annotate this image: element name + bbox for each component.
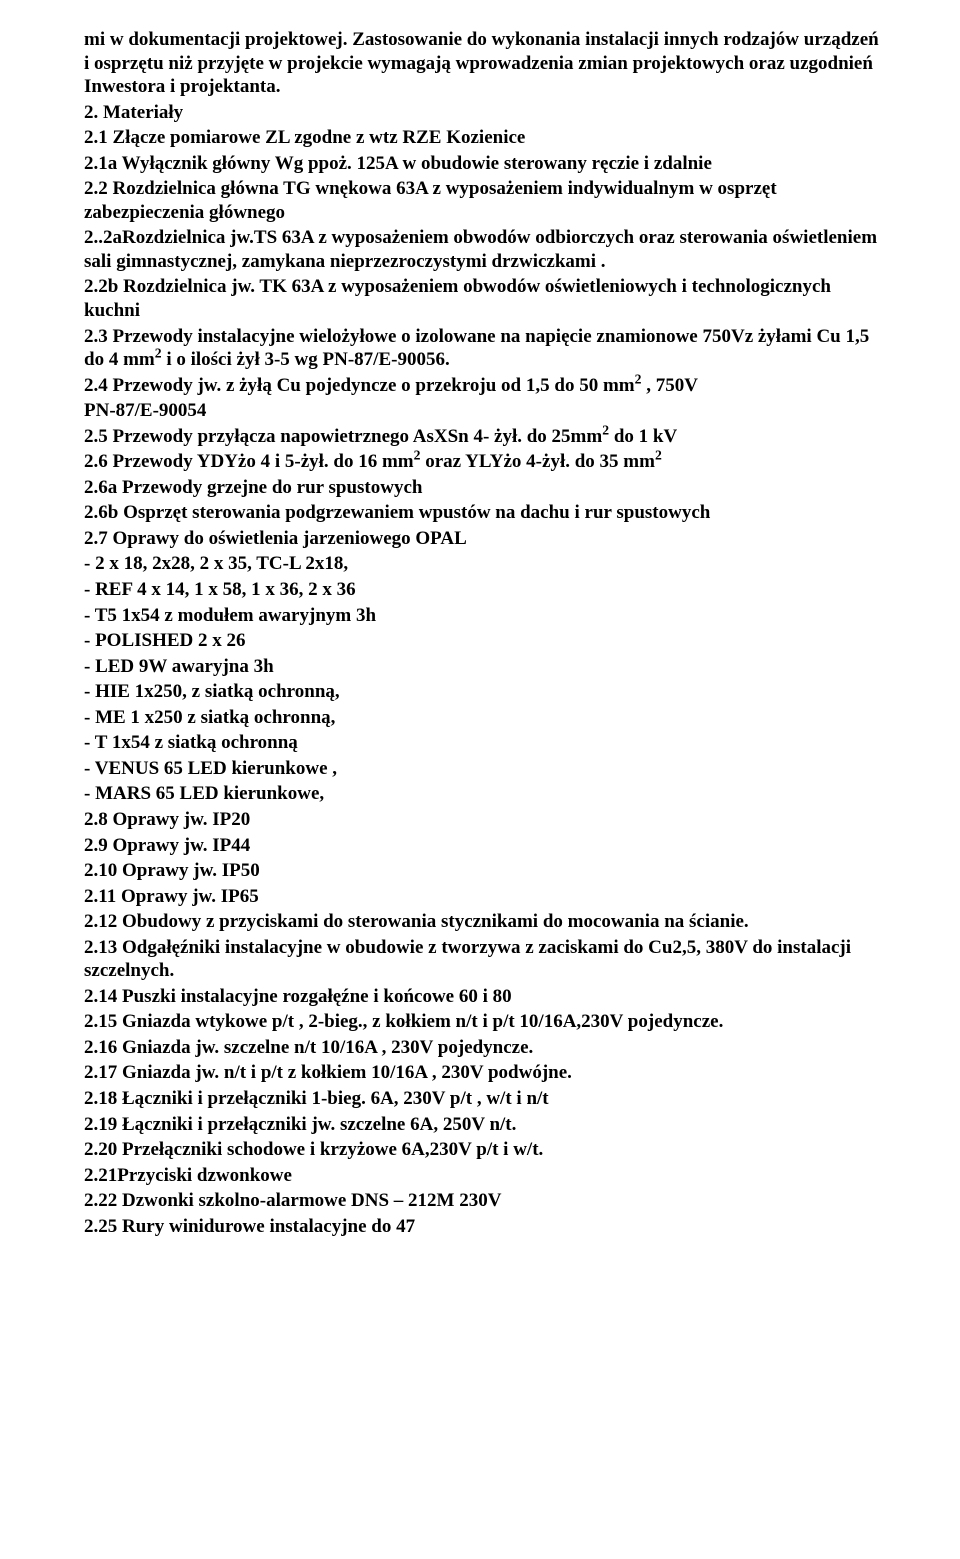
- list-item-10: - MARS 65 LED kierunkowe,: [84, 782, 880, 806]
- item-2-3: 2.3 Przewody instalacyjne wielożyłowe o …: [84, 325, 880, 372]
- item-2-17: 2.17 Gniazda jw. n/t i p/t z kołkiem 10/…: [84, 1061, 880, 1085]
- item-2-6-text-a: 2.6 Przewody YDYżo 4 i 5-żył. do 16 mm: [84, 451, 414, 472]
- item-2-25: 2.25 Rury winidurowe instalacyjne do 47: [84, 1215, 880, 1239]
- item-2-3-text-b: i o ilości żył 3-5 wg PN-87/E-90056.: [162, 349, 450, 370]
- item-2-13: 2.13 Odgałęźniki instalacyjne w obudowie…: [84, 936, 880, 983]
- item-2-5: 2.5 Przewody przyłącza napowietrznego As…: [84, 425, 880, 449]
- list-item-2: - REF 4 x 14, 1 x 58, 1 x 36, 2 x 36: [84, 578, 880, 602]
- item-2-4-line2: PN-87/E-90054: [84, 399, 880, 423]
- item-2-2a: 2..2aRozdzielnica jw.TS 63A z wyposażeni…: [84, 226, 880, 273]
- item-2-14: 2.14 Puszki instalacyjne rozgałęźne i ko…: [84, 985, 880, 1009]
- list-item-6: - HIE 1x250, z siatką ochronną,: [84, 680, 880, 704]
- item-2-12: 2.12 Obudowy z przyciskami do sterowania…: [84, 910, 880, 934]
- item-2-6b: 2.6b Osprzęt sterowania podgrzewaniem wp…: [84, 501, 880, 525]
- item-2-21: 2.21Przyciski dzwonkowe: [84, 1164, 880, 1188]
- item-2-1a: 2.1a Wyłącznik główny Wg ppoż. 125A w ob…: [84, 152, 880, 176]
- list-item-9: - VENUS 65 LED kierunkowe ,: [84, 757, 880, 781]
- item-2-20: 2.20 Przełączniki schodowe i krzyżowe 6A…: [84, 1138, 880, 1162]
- list-item-1: - 2 x 18, 2x28, 2 x 35, TC-L 2x18,: [84, 552, 880, 576]
- item-2-18: 2.18 Łączniki i przełączniki 1-bieg. 6A,…: [84, 1087, 880, 1111]
- superscript-2: 2: [155, 346, 162, 361]
- item-2-6a: 2.6a Przewody grzejne do rur spustowych: [84, 476, 880, 500]
- list-item-8: - T 1x54 z siatką ochronną: [84, 731, 880, 755]
- item-2-4-text-a: 2.4 Przewody jw. z żyłą Cu pojedyncze o …: [84, 375, 635, 396]
- item-2-4-text-b: , 750V: [641, 375, 697, 396]
- item-2-22: 2.22 Dzwonki szkolno-alarmowe DNS – 212M…: [84, 1189, 880, 1213]
- item-2-5-text-b: do 1 kV: [609, 426, 677, 447]
- item-2-7: 2.7 Oprawy do oświetlenia jarzeniowego O…: [84, 527, 880, 551]
- item-2-1: 2.1 Złącze pomiarowe ZL zgodne z wtz RZE…: [84, 126, 880, 150]
- heading-materials: 2. Materiały: [84, 101, 880, 125]
- item-2-4-line1: 2.4 Przewody jw. z żyłą Cu pojedyncze o …: [84, 374, 880, 398]
- superscript-2: 2: [655, 448, 662, 463]
- document-page: mi w dokumentacji projektowej. Zastosowa…: [0, 0, 960, 1280]
- item-2-8: 2.8 Oprawy jw. IP20: [84, 808, 880, 832]
- item-2-10: 2.10 Oprawy jw. IP50: [84, 859, 880, 883]
- item-2-19: 2.19 Łączniki i przełączniki jw. szczeln…: [84, 1113, 880, 1137]
- item-2-6-text-b: oraz YLYżo 4-żył. do 35 mm: [420, 451, 654, 472]
- item-2-16: 2.16 Gniazda jw. szczelne n/t 10/16A , 2…: [84, 1036, 880, 1060]
- list-item-7: - ME 1 x250 z siatką ochronną,: [84, 706, 880, 730]
- item-2-11: 2.11 Oprawy jw. IP65: [84, 885, 880, 909]
- item-2-2b: 2.2b Rozdzielnica jw. TK 63A z wyposażen…: [84, 275, 880, 322]
- list-item-4: - POLISHED 2 x 26: [84, 629, 880, 653]
- list-item-5: - LED 9W awaryjna 3h: [84, 655, 880, 679]
- item-2-9: 2.9 Oprawy jw. IP44: [84, 834, 880, 858]
- item-2-5-text-a: 2.5 Przewody przyłącza napowietrznego As…: [84, 426, 602, 447]
- list-item-3: - T5 1x54 z modułem awaryjnym 3h: [84, 604, 880, 628]
- item-2-2: 2.2 Rozdzielnica główna TG wnękowa 63A z…: [84, 177, 880, 224]
- paragraph-intro: mi w dokumentacji projektowej. Zastosowa…: [84, 28, 880, 99]
- item-2-15: 2.15 Gniazda wtykowe p/t , 2-bieg., z ko…: [84, 1010, 880, 1034]
- item-2-6: 2.6 Przewody YDYżo 4 i 5-żył. do 16 mm2 …: [84, 450, 880, 474]
